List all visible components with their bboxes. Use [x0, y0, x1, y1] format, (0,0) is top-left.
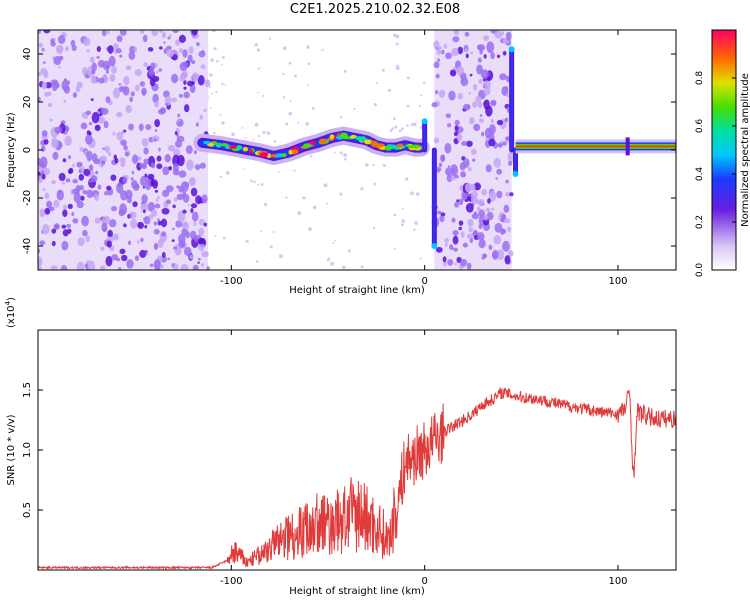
snr-x-tick-label: 0 [421, 576, 427, 587]
figure-title: C2E1.2025.210.02.32.E08 [289, 2, 461, 17]
spectrogram-y-tick-label: 20 [22, 96, 33, 109]
snr-panel: -100 0 100 0.5 1.0 1.5 Height of straight lin… [4, 297, 677, 597]
snr-scale-note: (x104) [4, 297, 17, 328]
spectrogram-panel: -100 0 100 -40 -20 0 20 40 Height of straight l… [6, 29, 677, 296]
spectrogram-y-tick-label: -40 [22, 238, 33, 254]
colorbar-gradient [712, 30, 736, 270]
snr-y-tick-label: 1.0 [22, 442, 33, 458]
spectrogram-image [38, 30, 676, 270]
snr-series-line [38, 387, 676, 570]
blip [625, 137, 630, 156]
spectrogram-x-tick-label: -100 [220, 276, 243, 287]
colorbar-tick-label: 0.4 [695, 167, 705, 182]
colorbar-frame [711, 29, 737, 271]
spectrogram-x-tick-label: 0 [421, 276, 427, 287]
colorbar-label: Normalized spectral amplitude [740, 73, 750, 227]
snr-x-tick-label: -100 [220, 576, 243, 587]
spectrogram-y-tick-label: -20 [22, 190, 33, 206]
colorbar: 0.0 0.2 0.4 0.6 0.8 Normalized spectral ampl… [695, 29, 750, 278]
svg-text:(x104): (x104) [4, 297, 17, 328]
colorbar-tick-label: 0.0 [695, 263, 705, 278]
colorbar-ticks: 0.0 0.2 0.4 0.6 0.8 [695, 71, 736, 278]
snr-scale-prefix: (x10 [6, 305, 17, 328]
snr-y-tick-label: 0.5 [22, 502, 33, 518]
snr-y-axis-label: SNR (10 * v/v) [6, 414, 17, 485]
spectrogram-y-axis-label: Frequency (Hz) [6, 112, 17, 188]
spectrogram-y-tick-label: 0 [22, 147, 33, 153]
colorbar-tick-label: 0.8 [695, 71, 705, 86]
colorbar-tick-label: 0.6 [695, 119, 705, 134]
colorbar-tick-label: 0.2 [695, 215, 705, 229]
spectrogram-x-axis-label: Height of straight line (km) [289, 285, 425, 296]
spectrogram-x-tick-label: 100 [608, 276, 627, 287]
steady-line [515, 145, 676, 148]
snr-x-axis-label: Height of straight line (km) [289, 586, 425, 597]
snr-y-tick-label: 1.5 [22, 382, 33, 398]
spectrogram-ticks: -100 0 100 -40 -20 0 20 40 [22, 30, 676, 287]
snr-scale-exponent: 4 [4, 300, 12, 305]
snr-x-tick-label: 100 [608, 576, 627, 587]
spectrogram-y-tick-label: 40 [22, 48, 33, 61]
snr-ticks: -100 0 100 0.5 1.0 1.5 [22, 330, 676, 587]
